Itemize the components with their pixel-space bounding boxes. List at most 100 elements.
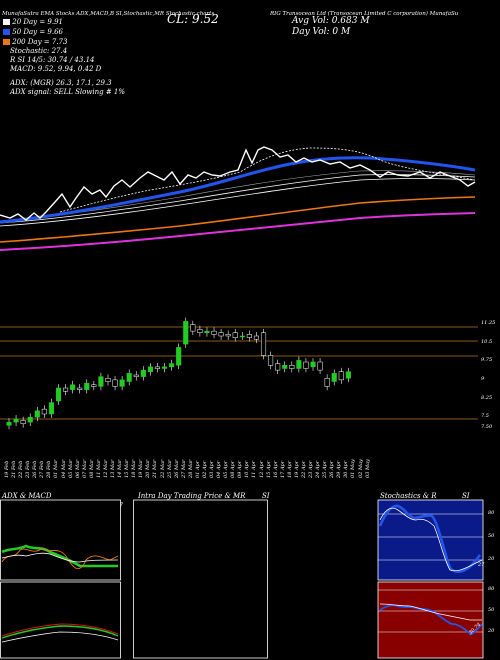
candle-down	[268, 355, 274, 366]
ema20-swatch	[3, 19, 10, 25]
date-label: 06 Mar	[74, 459, 81, 478]
date-label: 24 Apr	[315, 460, 322, 478]
date-label: 03 Apr	[209, 460, 216, 478]
date-label: 25 Mar	[166, 459, 173, 478]
date-label: 20 Mar	[145, 459, 152, 478]
price-axis-label-7: 7.50	[481, 424, 493, 430]
rsi-axis-80: 80	[488, 586, 495, 592]
ema100-line-b	[0, 174, 476, 224]
candle-down	[41, 408, 47, 415]
date-label: 10 Apr	[244, 460, 251, 478]
candle-down	[317, 361, 323, 371]
stoch-panel-si: SI	[462, 492, 470, 500]
candle-down	[246, 334, 252, 338]
candle-up	[331, 373, 337, 382]
candle-down	[289, 365, 295, 369]
stoch-axis-20: 20	[488, 556, 495, 562]
avg-vol-label: Avg Vol: 0.683 M	[292, 16, 370, 26]
candle-down	[211, 330, 217, 335]
stoch-panel-frame	[377, 499, 484, 581]
candle-up	[169, 363, 175, 368]
stoch-line-white	[379, 507, 483, 572]
price-line	[0, 146, 476, 221]
price-axis-label-5: 8.25	[481, 395, 493, 401]
price-gridlines	[0, 326, 478, 420]
stoch-axis-80: 80	[488, 510, 495, 516]
candle-down	[91, 384, 97, 387]
candle-down	[275, 363, 281, 371]
candle-up	[147, 366, 153, 372]
candle-down	[133, 374, 139, 377]
rsi-panel-frame	[377, 581, 484, 659]
date-label: 19 Feb	[4, 460, 10, 478]
rsi-stat: R SI 14/5: 30.74 / 43.14	[10, 56, 95, 64]
macd-lines	[1, 623, 119, 643]
header-topline: MunafaSutra EMA Stocks ADX,MACD,B SI,Sto…	[2, 11, 215, 17]
date-label: 18 Mar	[131, 459, 138, 478]
candle-up	[13, 418, 19, 423]
candle-up	[176, 347, 182, 366]
stoch-line-blue	[378, 504, 482, 574]
candle-up	[183, 321, 189, 345]
ema200-swatch	[3, 39, 10, 45]
candle-down	[303, 361, 309, 369]
rsi-axis-20: 20	[488, 628, 495, 634]
date-label: 04 Apr	[216, 460, 223, 478]
date-label: 26 Mar	[173, 459, 180, 478]
price-axis-label-3: 9.75	[481, 357, 493, 363]
price-axis-label-6: 7.5	[481, 413, 489, 419]
stoch-panel-title: Stochastics & R	[380, 492, 437, 500]
date-label: 17 Apr	[279, 460, 286, 478]
candle-down	[324, 378, 330, 387]
candle-up	[70, 384, 76, 390]
candle-down	[218, 332, 224, 337]
rsi-line-blue	[379, 604, 483, 635]
date-label: 11 Mar	[95, 459, 102, 478]
close-label: CL: 9.52	[167, 12, 219, 26]
date-label: 05 Apr	[223, 460, 230, 478]
candle-down	[154, 366, 161, 369]
date-label: 02 May	[357, 459, 364, 478]
rsi-axis-50: 50	[488, 607, 495, 613]
date-label: 19 Apr	[293, 460, 300, 478]
date-label: 09 Apr	[237, 460, 244, 478]
date-label: 08 Mar	[88, 459, 95, 478]
candle-up	[55, 387, 62, 402]
candle-up	[204, 330, 210, 333]
candle-down	[63, 387, 69, 392]
candle-down	[190, 324, 196, 332]
candle-down	[225, 334, 231, 337]
date-label: 30 Apr	[343, 460, 350, 478]
date-label: 25 Apr	[322, 460, 329, 478]
ema200-line	[0, 196, 476, 243]
candle-up	[98, 376, 104, 387]
ema20-dotted	[59, 147, 476, 213]
date-label: 04 Mar	[60, 459, 67, 478]
candle-down	[77, 387, 83, 390]
candle-up	[140, 369, 146, 377]
date-label: 08 Apr	[230, 460, 237, 478]
candle-up	[126, 373, 132, 382]
macd-line-white	[1, 631, 119, 643]
date-label: 23 Feb	[25, 460, 32, 478]
price-axis-label-4: 9	[481, 376, 485, 382]
date-label: 21 Feb	[11, 460, 18, 478]
candle-down	[112, 379, 118, 387]
adx-panel-frame	[0, 499, 121, 581]
date-label: 12 Apr	[258, 460, 265, 478]
stochastic-stat: Stochastic: 27.4	[10, 47, 68, 55]
date-label: 27 Mar	[180, 459, 187, 478]
date-label: 02 Apr	[201, 460, 208, 478]
ema100-line-a	[0, 178, 476, 227]
adx-line-green	[1, 544, 118, 568]
price-axis-label-2: 10.5	[481, 339, 493, 345]
candle-down	[338, 371, 344, 381]
date-label: 22 Apr	[300, 460, 307, 478]
candle-up	[239, 335, 245, 338]
date-label: 22 Mar	[159, 459, 166, 478]
date-label: 11 Apr	[251, 460, 258, 478]
main-price-chart	[0, 146, 478, 430]
date-label: 23 Apr	[308, 460, 314, 478]
candle-down	[197, 329, 203, 333]
adx-lines	[1, 544, 119, 570]
